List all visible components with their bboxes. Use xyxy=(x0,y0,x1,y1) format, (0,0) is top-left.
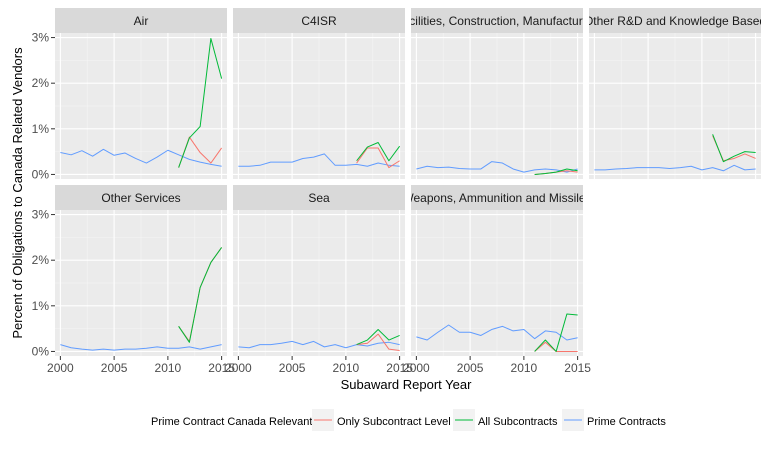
legend-label: All Subcontracts xyxy=(478,416,558,428)
x-tick-label: 2015 xyxy=(564,361,591,375)
series-line-all-subcontracts xyxy=(534,168,578,175)
x-tick-label: 2000 xyxy=(403,361,430,375)
y-tick-label: 3% xyxy=(32,31,50,45)
x-tick-label: 2005 xyxy=(101,361,128,375)
y-tick-label: 2% xyxy=(32,253,50,267)
facet-title: C4ISR xyxy=(301,14,337,28)
facet-title: Air xyxy=(134,14,149,28)
series-line-all-subcontracts xyxy=(356,142,401,162)
series-line-all-subcontracts xyxy=(534,313,578,352)
facet-strip xyxy=(233,185,405,210)
facet-panel-weapons-ammunition-and-missiles: Weapons, Ammunition and Missiles xyxy=(402,185,591,356)
legend: Prime Contract Canada Relevant Only Subc… xyxy=(151,409,666,431)
y-tick-label: 0% xyxy=(32,167,50,181)
x-tick-label: 2005 xyxy=(457,361,484,375)
x-tick-label: 2010 xyxy=(333,361,360,375)
series-line-only-subcontract-level xyxy=(356,333,400,352)
x-tick-label: 2005 xyxy=(279,361,306,375)
series-line-prime-contracts xyxy=(60,148,222,167)
facet-panel-c4isr: C4ISR xyxy=(233,8,405,179)
x-axis-title: Subaward Report Year xyxy=(341,377,472,392)
series-line-all-subcontracts xyxy=(356,329,400,346)
facet-panel-other-r-d-and-knowledge-based: Other R&D and Knowledge Based xyxy=(584,8,766,179)
x-tick-label: 2010 xyxy=(155,361,182,375)
y-tick-label: 1% xyxy=(32,299,50,313)
series-line-prime-contracts xyxy=(416,324,578,341)
facet-title: Facilities, Construction, Manufacturing xyxy=(395,14,598,28)
facet-strip xyxy=(589,8,761,33)
facet-strip xyxy=(55,185,227,210)
x-tick-label: 2000 xyxy=(225,361,252,375)
facet-panel-other-services: Other Services xyxy=(55,185,227,356)
y-tick-label: 2% xyxy=(32,76,50,90)
facet-strip xyxy=(411,185,583,210)
series-line-all-subcontracts xyxy=(178,37,223,168)
facet-panel-facilities-construction-manufacturing: Facilities, Construction, Manufacturing xyxy=(395,8,598,179)
facet-title: Other R&D and Knowledge Based xyxy=(584,14,766,28)
y-tick-label: 3% xyxy=(32,208,50,222)
series-line-all-subcontracts xyxy=(712,134,756,163)
series-line-all-subcontracts xyxy=(178,247,223,343)
series-line-prime-contracts xyxy=(594,164,756,172)
y-tick-label: 0% xyxy=(32,344,50,358)
x-tick-label: 2010 xyxy=(511,361,538,375)
x-tick-label: 2015 xyxy=(386,361,413,375)
facet-title: Weapons, Ammunition and Missiles xyxy=(402,191,591,205)
facet-strip xyxy=(411,8,583,33)
facet-title: Sea xyxy=(308,191,330,205)
legend-title: Prime Contract Canada Relevant xyxy=(151,416,312,428)
x-tick-label: 2015 xyxy=(208,361,235,375)
legend-label: Only Subcontract Level xyxy=(337,416,451,428)
series-line-only-subcontract-level xyxy=(356,147,400,169)
legend-item-only-subcontract-level: Only Subcontract Level xyxy=(312,409,451,431)
facet-strip xyxy=(55,8,227,33)
legend-label: Prime Contracts xyxy=(587,416,666,428)
y-axis-title: Percent of Obligations to Canada Related… xyxy=(10,47,25,339)
y-tick-label: 1% xyxy=(32,122,50,136)
facet-panel-air: Air xyxy=(55,8,227,179)
series-line-prime-contracts xyxy=(238,340,400,349)
series-line-prime-contracts xyxy=(60,344,222,351)
series-line-prime-contracts xyxy=(238,153,400,167)
legend-item-all-subcontracts: All Subcontracts xyxy=(453,409,558,431)
facet-strip xyxy=(233,8,405,33)
facet-title: Other Services xyxy=(101,191,180,205)
legend-item-prime-contracts: Prime Contracts xyxy=(562,409,666,431)
facet-panel-sea: Sea xyxy=(233,185,405,356)
series-line-prime-contracts xyxy=(416,161,578,173)
x-tick-label: 2000 xyxy=(47,361,74,375)
